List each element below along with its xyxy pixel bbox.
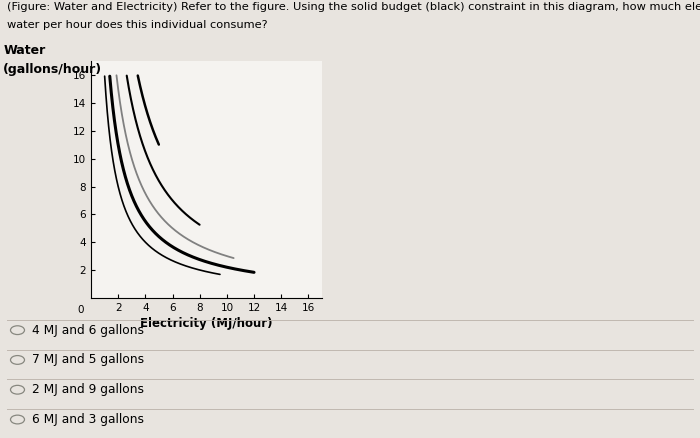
Text: 6 MJ and 3 gallons: 6 MJ and 3 gallons bbox=[32, 413, 144, 426]
Text: (gallons/hour): (gallons/hour) bbox=[4, 63, 102, 75]
Text: (Figure: Water and Electricity) Refer to the figure. Using the solid budget (bla: (Figure: Water and Electricity) Refer to… bbox=[7, 2, 700, 12]
Text: Water: Water bbox=[4, 44, 46, 57]
Text: 4 MJ and 6 gallons: 4 MJ and 6 gallons bbox=[32, 324, 144, 337]
X-axis label: Electricity (MJ/hour): Electricity (MJ/hour) bbox=[140, 317, 273, 330]
Text: 2 MJ and 9 gallons: 2 MJ and 9 gallons bbox=[32, 383, 144, 396]
Text: 0: 0 bbox=[78, 305, 84, 315]
Text: water per hour does this individual consume?: water per hour does this individual cons… bbox=[7, 20, 267, 30]
Text: 7 MJ and 5 gallons: 7 MJ and 5 gallons bbox=[32, 353, 144, 367]
